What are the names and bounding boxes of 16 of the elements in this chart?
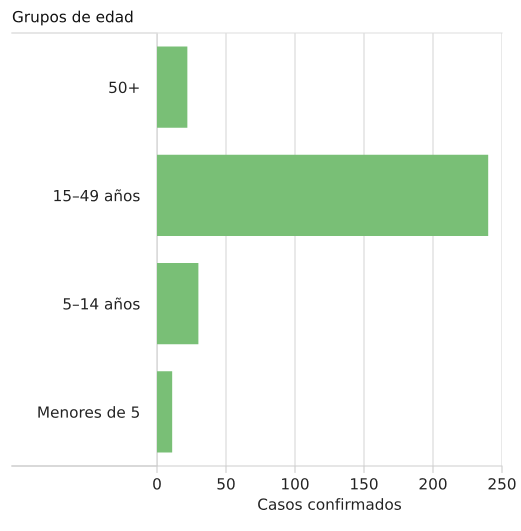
x-tick-label: 0: [153, 478, 161, 490]
y-tick-label: 5–14 años: [64, 298, 140, 310]
x-tick-label: 100: [282, 478, 309, 490]
x-tick-label: 200: [420, 478, 447, 490]
y-tick-label: 15–49 años: [54, 189, 140, 202]
bar: [157, 154, 488, 236]
x-tick-label: 50: [217, 478, 235, 490]
y-tick-label: Menores de 5: [38, 406, 139, 418]
y-tick-label: 50+: [109, 82, 139, 94]
x-tick-label: 150: [351, 478, 378, 490]
bar: [157, 263, 198, 344]
bar: [157, 46, 188, 128]
bar: [157, 371, 172, 452]
x-tick-label: 250: [488, 478, 516, 490]
x-axis-title: Casos confirmados: [258, 498, 401, 510]
chart-title: Grupos de edad: [12, 10, 132, 26]
